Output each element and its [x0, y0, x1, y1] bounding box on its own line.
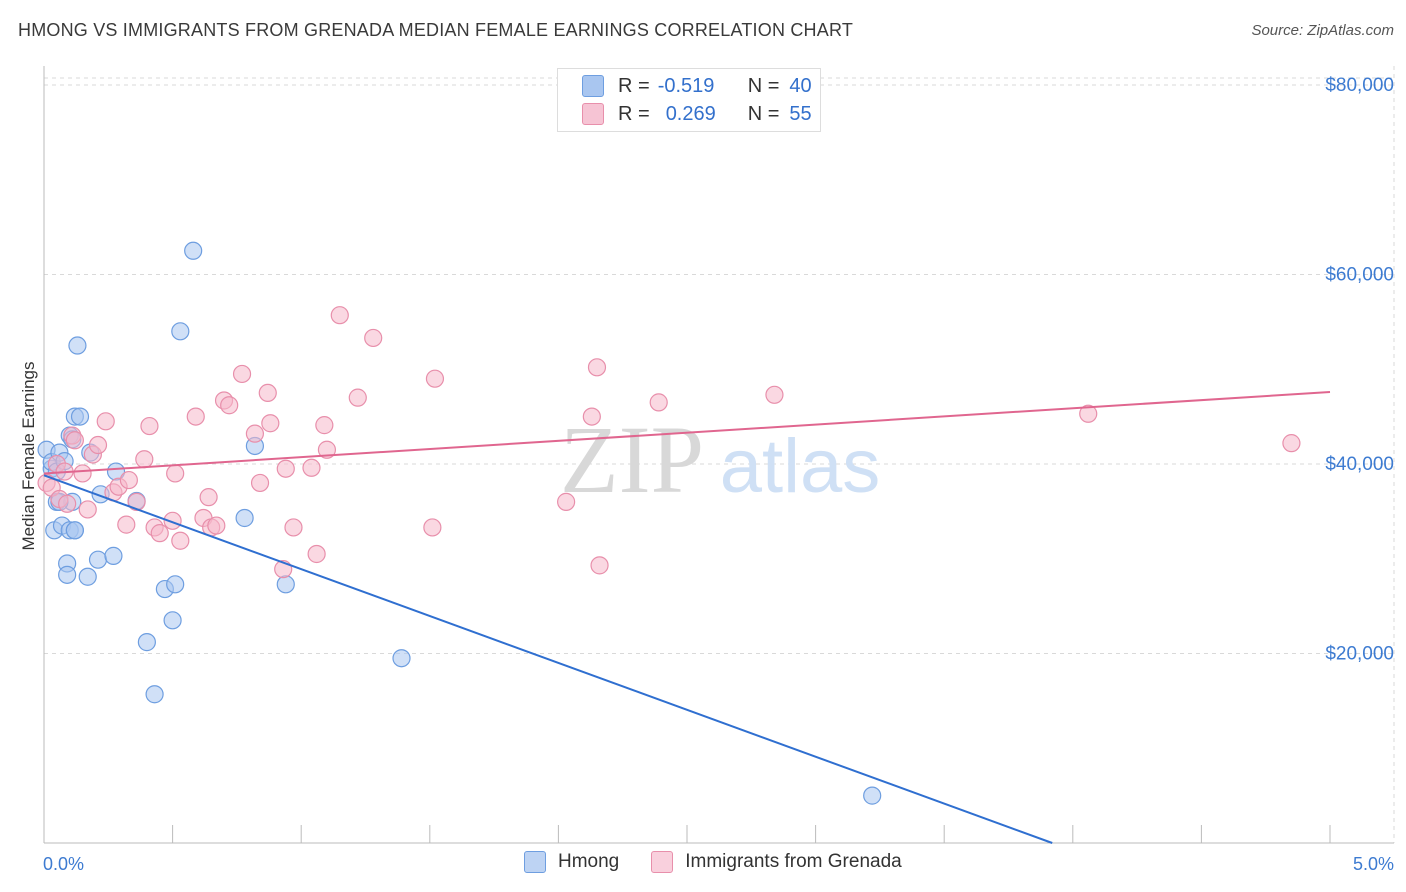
grenada-point [765, 385, 784, 404]
grenada-point [96, 412, 115, 431]
hmong-point [137, 633, 156, 652]
grenada-point [220, 396, 239, 415]
legend-r-label: R = [618, 102, 650, 125]
grenada-point [140, 416, 159, 436]
hmong-point [70, 407, 90, 426]
grenada-point [317, 440, 337, 459]
hmong-point [235, 508, 254, 528]
grenada-point [302, 458, 321, 477]
legend-swatch-grenada [582, 103, 604, 125]
legend-n-value: 40 [789, 74, 812, 97]
grenada-point [186, 407, 205, 426]
hmong-point [276, 575, 295, 594]
grenada-point [199, 488, 218, 507]
series-legend-hmong: Hmong [524, 851, 619, 873]
grenada-point [590, 556, 609, 575]
grenada-point [163, 511, 182, 530]
legend-n-label: N = [747, 102, 780, 125]
watermark-zip: ZIP [560, 406, 704, 513]
grenada-point [587, 358, 607, 377]
grenada-point [166, 464, 185, 483]
axes-layer [43, 66, 1394, 844]
grenada-point [135, 450, 154, 469]
y-tick-label: $60,000 [1325, 264, 1394, 285]
grenada-point [73, 464, 92, 483]
hmong-point [171, 322, 190, 341]
grenada-point [307, 544, 326, 564]
hmong-point [88, 550, 108, 569]
grenada-point [117, 515, 136, 534]
watermark-atlas: atlas [720, 424, 881, 509]
grenada-point [78, 500, 97, 519]
y-tick-label: $40,000 [1325, 454, 1394, 475]
series-legend: Hmong Immigrants from Grenada [524, 851, 934, 873]
grenada-point [232, 364, 252, 384]
grenada-point [649, 393, 668, 412]
grenada-point [245, 424, 265, 443]
grenada-point [58, 494, 77, 513]
hmong-trend-line [43, 474, 1053, 844]
series-legend-grenada: Immigrants from Grenada [651, 851, 902, 873]
grenada-point [150, 524, 169, 543]
hmong-point [392, 649, 411, 668]
grenada-point [261, 414, 280, 433]
grenada-point [423, 518, 442, 537]
hmong-point [184, 241, 203, 260]
source-credit: Source: ZipAtlas.com [1251, 22, 1394, 39]
hmong-point [78, 567, 97, 586]
chart-title: HMONG VS IMMIGRANTS FROM GRENADA MEDIAN … [18, 20, 854, 40]
grenada-point [330, 306, 349, 325]
y-axis-label: Median Female Earnings [19, 362, 38, 551]
grenada-point [119, 470, 138, 490]
grenada-point [1282, 434, 1301, 453]
y-tick-label: $80,000 [1325, 75, 1394, 96]
legend-r-label: R = [618, 74, 650, 97]
watermark: ZIP atlas [560, 406, 880, 513]
hmong-point [863, 786, 882, 805]
grenada-point [88, 435, 108, 455]
legend-row-grenada: R = 0.269 N = 55 [582, 101, 812, 127]
grenada-point [557, 492, 576, 511]
x-tick-label-left: 0.0% [43, 854, 84, 874]
series-label-hmong: Hmong [558, 851, 620, 872]
hmong-point [104, 546, 123, 565]
hmong-point [166, 575, 185, 594]
x-tick-label-right: 5.0% [1353, 854, 1394, 874]
grenada-point [582, 407, 601, 426]
grenada-point [250, 473, 270, 493]
labels-layer: Median Female Earnings 0.0% 5.0% $20,000… [19, 75, 1394, 874]
hmong-point [65, 521, 84, 540]
grenada-point [284, 518, 303, 537]
series-swatch-hmong [524, 851, 546, 873]
series-label-grenada: Immigrants from Grenada [685, 851, 902, 872]
legend-r-value: 0.269 [665, 102, 716, 125]
grenada-point [1079, 404, 1098, 423]
grenada-trend-line [43, 390, 1331, 475]
grenada-point [364, 328, 383, 348]
y-tick-label: $20,000 [1325, 643, 1394, 664]
hmong-point [163, 611, 182, 630]
legend-n-label: N = [747, 74, 780, 97]
legend-row-hmong: R = -0.519 N = 40 [582, 73, 812, 99]
grenada-point [425, 369, 445, 388]
grenada-point [315, 416, 334, 435]
trend-layer [43, 390, 1331, 844]
grenada-point [276, 459, 295, 478]
hmong-point [145, 685, 164, 704]
correlation-legend: R = -0.519 N = 40 R = 0.269 N = 55 [557, 68, 821, 132]
series-swatch-grenada [651, 851, 674, 873]
legend-n-value: 55 [789, 102, 812, 125]
grenada-point [127, 492, 146, 511]
grenada-point [348, 388, 367, 407]
grenada-point [171, 531, 190, 550]
legend-swatch-hmong [582, 75, 604, 97]
grenada-point [207, 516, 226, 535]
points-layer [37, 241, 1301, 805]
hmong-point [58, 565, 77, 584]
legend-r-value: -0.519 [657, 74, 715, 97]
grenada-point [258, 383, 277, 403]
hmong-point [68, 336, 87, 355]
grenada-point [65, 431, 84, 450]
